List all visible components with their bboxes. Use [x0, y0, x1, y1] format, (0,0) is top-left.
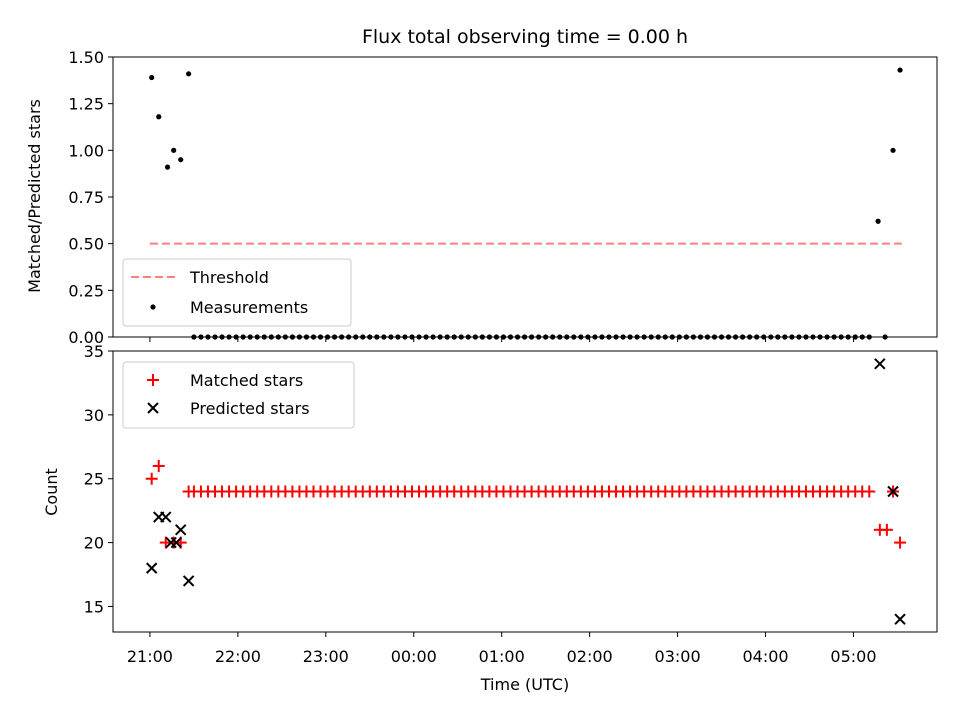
predicted-star-point: [175, 524, 187, 536]
measurement-point: [171, 147, 177, 153]
legend-predicted-label: Predicted stars: [190, 399, 310, 418]
measurement-point: [178, 157, 184, 163]
matched-star-point: [894, 536, 907, 549]
top-legend: Threshold Measurements: [122, 258, 352, 327]
predicted-star-point: [160, 511, 172, 523]
measurement-point: [890, 147, 896, 153]
matched-star-point: [880, 523, 893, 536]
top-legend-box: [122, 258, 352, 327]
measurement-point: [897, 67, 903, 73]
top-y-tick-label: 1.00: [68, 141, 104, 160]
bottom-y-tick-label: 35: [84, 342, 104, 361]
predicted-star-point: [170, 536, 183, 549]
bottom-y-tick-label: 15: [84, 597, 104, 616]
legend-matched-label: Matched stars: [190, 371, 303, 390]
top-y-tick-label: 0.50: [68, 235, 104, 254]
bottom-legend-box: [122, 361, 355, 429]
chart-title: Flux total observing time = 0.00 h: [362, 26, 688, 48]
measurement-point: [164, 164, 171, 170]
x-tick-label: 04:00: [742, 647, 788, 666]
measurement-point: [156, 114, 162, 120]
x-tick-label: 21:00: [127, 647, 173, 666]
bottom-y-tick-label: 25: [84, 470, 104, 489]
legend-measurements-swatch: [150, 304, 156, 310]
top-panel: Flux total observing time = 0.00 h Match…: [25, 26, 938, 347]
measurement-point: [875, 218, 881, 224]
legend-matched-swatch: [147, 374, 159, 386]
x-axis-label: Time (UTC): [480, 675, 569, 694]
bottom-y-tick-label: 30: [84, 406, 104, 425]
measurement-point: [186, 71, 192, 77]
top-y-tick-label: 0.25: [68, 281, 104, 300]
top-y-tick-label: 1.25: [68, 95, 104, 114]
legend-threshold-label: Threshold: [189, 268, 269, 287]
predicted-star-point: [894, 613, 906, 625]
legend-predicted-swatch: [147, 402, 159, 414]
x-tick-label: 23:00: [303, 647, 349, 666]
legend-measurements-label: Measurements: [190, 298, 308, 317]
predicted-star-point: [874, 358, 886, 370]
bottom-legend: Matched stars Predicted stars: [122, 361, 355, 429]
predicted-star-point: [145, 562, 158, 574]
x-tick-label: 02:00: [567, 647, 613, 666]
top-y-tick-label: 1.50: [68, 48, 104, 67]
x-tick-label: 05:00: [830, 647, 876, 666]
top-y-tick-label: 0.75: [68, 188, 104, 207]
top-y-tick-label: 0.00: [68, 328, 104, 347]
bottom-y-axis-label: Count: [42, 468, 61, 516]
x-tick-label: 03:00: [655, 647, 701, 666]
matched-star-point: [863, 485, 876, 498]
top-y-axis-label: Matched/Predicted stars: [25, 99, 44, 293]
x-tick-label: 00:00: [391, 647, 437, 666]
matched-star-point: [145, 472, 158, 485]
x-tick-label: 22:00: [215, 647, 261, 666]
predicted-star-point: [887, 485, 899, 498]
matched-star-point: [152, 459, 165, 472]
bottom-panel: Count Time (UTC) 15 20 25 30 35 21:00 22:00 23:…: [42, 342, 938, 694]
x-tick-label: 01:00: [479, 647, 525, 666]
bottom-plot-frame: [112, 350, 938, 633]
bottom-y-tick-label: 20: [84, 534, 104, 553]
predicted-star-point: [182, 575, 195, 587]
measurement-point: [149, 74, 155, 81]
